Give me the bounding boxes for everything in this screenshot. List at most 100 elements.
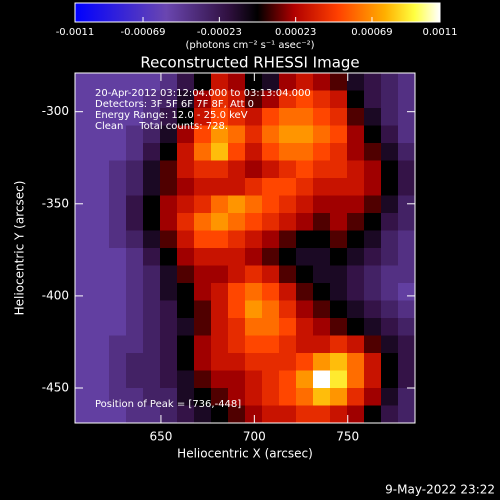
cell xyxy=(262,213,280,231)
cell xyxy=(177,213,195,231)
cell xyxy=(160,370,178,389)
cell xyxy=(364,318,382,336)
cell xyxy=(194,125,212,144)
cell xyxy=(109,213,127,231)
cell xyxy=(211,265,229,284)
cell xyxy=(194,265,212,284)
cell xyxy=(245,90,263,109)
cell xyxy=(160,300,178,319)
x-axis-label: Heliocentric X (arcsec) xyxy=(177,447,313,461)
cell xyxy=(211,108,229,126)
cell xyxy=(109,300,127,319)
cell xyxy=(296,353,314,371)
cell xyxy=(279,178,297,196)
cell xyxy=(313,318,331,336)
cell xyxy=(279,125,297,144)
cell xyxy=(75,160,93,179)
cell xyxy=(330,230,348,249)
cell xyxy=(109,230,127,249)
cell xyxy=(109,405,127,424)
cell xyxy=(92,265,110,284)
colorbar-tick-label: -0.0011 xyxy=(56,27,95,38)
cell xyxy=(398,370,416,389)
cell xyxy=(143,160,161,179)
cell xyxy=(211,143,229,161)
cell xyxy=(228,283,246,301)
cell xyxy=(92,318,110,336)
cell xyxy=(279,353,297,371)
cell xyxy=(347,213,365,231)
cell xyxy=(296,300,314,319)
cell xyxy=(143,195,161,214)
cell xyxy=(194,178,212,196)
cell xyxy=(194,405,212,424)
cell xyxy=(228,265,246,284)
y-tick-label: -300 xyxy=(42,104,69,118)
cell xyxy=(160,248,178,266)
cell xyxy=(245,108,263,126)
cell xyxy=(75,318,93,336)
cell xyxy=(177,178,195,196)
cell xyxy=(313,108,331,126)
cell xyxy=(228,213,246,231)
cell xyxy=(160,230,178,249)
cell xyxy=(75,300,93,319)
cell xyxy=(398,265,416,284)
cell xyxy=(109,265,127,284)
cell xyxy=(211,213,229,231)
cell xyxy=(262,283,280,301)
cell xyxy=(381,230,399,249)
annotation: 20-Apr-2012 03:12:04.000 to 03:13:04.000 xyxy=(95,88,311,99)
cell xyxy=(313,248,331,266)
cell xyxy=(279,283,297,301)
cell xyxy=(211,405,229,424)
cell xyxy=(381,73,399,91)
cell xyxy=(75,143,93,161)
cell xyxy=(126,353,144,371)
cell xyxy=(211,318,229,336)
cell xyxy=(262,143,280,161)
cell xyxy=(262,300,280,319)
colorbar-tick-label: 0.00023 xyxy=(275,27,316,38)
cell xyxy=(313,73,331,91)
cell xyxy=(126,335,144,354)
cell xyxy=(126,195,144,214)
cell xyxy=(330,195,348,214)
cell xyxy=(75,90,93,109)
cell xyxy=(347,300,365,319)
cell xyxy=(194,108,212,126)
cell xyxy=(109,335,127,354)
cell xyxy=(313,195,331,214)
cell xyxy=(92,213,110,231)
cell xyxy=(126,248,144,266)
cell xyxy=(262,318,280,336)
cell xyxy=(330,248,348,266)
cell xyxy=(313,353,331,371)
cell xyxy=(126,90,144,109)
cell xyxy=(279,108,297,126)
cell xyxy=(228,335,246,354)
cell xyxy=(109,125,127,144)
cell xyxy=(364,388,382,406)
cell xyxy=(262,90,280,109)
cell xyxy=(296,335,314,354)
cell xyxy=(92,73,110,91)
cell xyxy=(160,108,178,126)
cell xyxy=(330,405,348,424)
cell xyxy=(347,143,365,161)
cell xyxy=(279,265,297,284)
cell xyxy=(330,125,348,144)
cell xyxy=(398,300,416,319)
cell xyxy=(296,230,314,249)
cell xyxy=(245,248,263,266)
cell xyxy=(398,405,416,424)
cell xyxy=(279,160,297,179)
cell xyxy=(75,125,93,144)
cell xyxy=(347,90,365,109)
cell xyxy=(160,195,178,214)
cell xyxy=(347,73,365,91)
cell xyxy=(330,73,348,91)
cell xyxy=(126,300,144,319)
cell xyxy=(364,230,382,249)
cell xyxy=(381,300,399,319)
